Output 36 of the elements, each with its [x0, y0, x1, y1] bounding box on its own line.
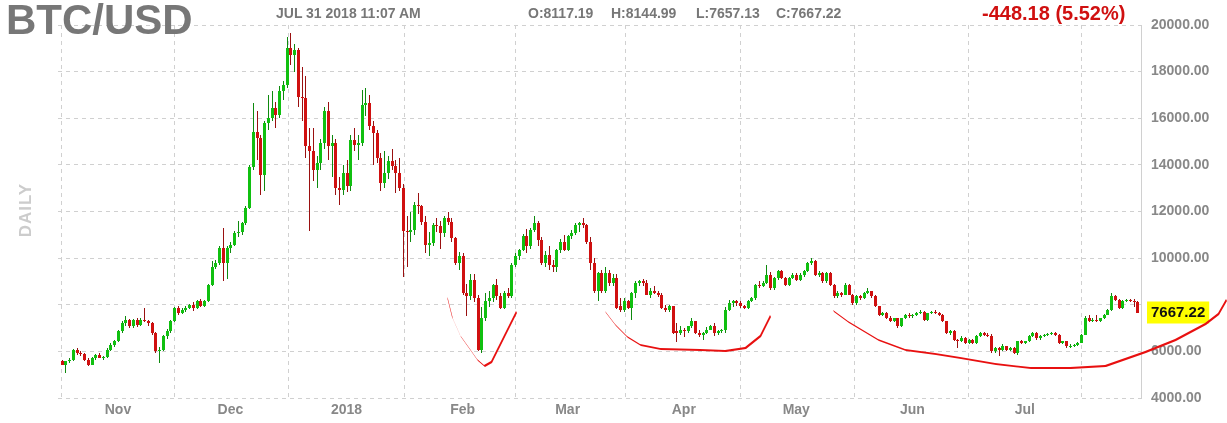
y-tick-label: 18000.00 — [1151, 62, 1210, 79]
text: O:8117.19 — [528, 5, 594, 21]
text: L:7657.13 — [696, 5, 760, 21]
y-tick-label: 4000.00 — [1151, 388, 1202, 405]
candlestick — [338, 177, 341, 205]
text: -448.18 (5.52%) — [982, 2, 1126, 25]
y-tick-label: 14000.00 — [1151, 155, 1210, 172]
candlestick — [435, 218, 438, 232]
x-tick-label: Jun — [899, 401, 925, 418]
y-tick-label: 16000.00 — [1151, 109, 1210, 126]
candlestick — [409, 212, 412, 242]
candlestick — [428, 232, 431, 256]
x-tick-label: Dec — [217, 401, 244, 418]
candlestick — [308, 128, 311, 231]
candlestick — [357, 135, 360, 160]
y-tick-label: 12000.00 — [1151, 202, 1210, 219]
x-tick-label: Mar — [555, 401, 581, 418]
x-tick-label: Jul — [1014, 401, 1035, 418]
annotation: 7667.22 — [1151, 302, 1206, 320]
candlestick — [406, 216, 409, 267]
text: H:8144.99 — [611, 5, 677, 21]
chart-title: BTC/USD — [6, 0, 193, 44]
x-tick-label: Apr — [671, 401, 697, 418]
x-tick-label: Feb — [450, 401, 476, 418]
candlestick — [143, 308, 146, 322]
candlestick — [331, 135, 334, 177]
y-tick-label: 6000.00 — [1151, 342, 1202, 359]
x-tick-label: Nov — [104, 401, 132, 418]
candlestick — [237, 221, 240, 237]
chart-subtitle: JUL 31 2018 11:07 AM — [276, 5, 421, 21]
y-tick-label: 10000.00 — [1151, 248, 1210, 265]
y-tick-label: 20000.00 — [1151, 15, 1210, 32]
x-tick-label: May — [782, 401, 811, 418]
candlestick — [158, 347, 161, 363]
text: C:7667.22 — [776, 5, 842, 21]
x-tick-label: 2018 — [330, 401, 363, 418]
